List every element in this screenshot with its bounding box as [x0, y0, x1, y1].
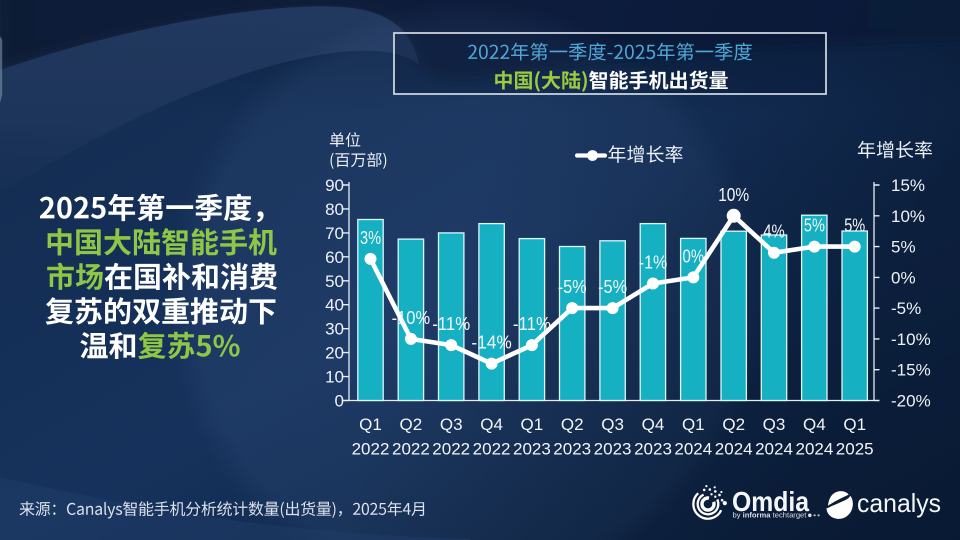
svg-text:70: 70: [325, 224, 344, 243]
svg-text:15%: 15%: [891, 176, 925, 195]
svg-text:2023: 2023: [594, 440, 632, 459]
svg-text:-5%: -5%: [558, 277, 587, 297]
svg-text:-11%: -11%: [432, 314, 470, 334]
svg-text:10%: 10%: [891, 207, 925, 226]
svg-text:Q1: Q1: [843, 415, 866, 434]
svg-text:5%: 5%: [891, 238, 916, 257]
svg-text:5%: 5%: [844, 216, 865, 236]
svg-text:30: 30: [325, 320, 344, 339]
svg-text:by informa techtarget: by informa techtarget: [733, 511, 808, 520]
svg-text:2024: 2024: [674, 440, 712, 459]
svg-text:Q2: Q2: [561, 415, 584, 434]
svg-text:Q2: Q2: [400, 415, 423, 434]
svg-text:-10%: -10%: [392, 308, 431, 328]
svg-text:-5%: -5%: [598, 277, 627, 297]
svg-text:-1%: -1%: [639, 253, 668, 273]
svg-text:-5%: -5%: [891, 299, 921, 318]
svg-text:Q1: Q1: [359, 415, 382, 434]
svg-text:Q4: Q4: [642, 415, 665, 434]
svg-text:2023: 2023: [634, 440, 672, 459]
svg-text:2024: 2024: [755, 440, 793, 459]
svg-text:Q2: Q2: [722, 415, 745, 434]
svg-text:-15%: -15%: [891, 361, 931, 380]
svg-text:60: 60: [325, 248, 344, 267]
svg-text:2022: 2022: [432, 440, 470, 459]
svg-text:-14%: -14%: [471, 333, 512, 353]
svg-text:10%: 10%: [718, 185, 749, 205]
svg-text:2022: 2022: [473, 440, 511, 459]
svg-text:Q4: Q4: [803, 415, 826, 434]
svg-text:-20%: -20%: [891, 392, 931, 411]
svg-text:20: 20: [325, 344, 344, 363]
svg-text:Q4: Q4: [480, 415, 503, 434]
svg-text:0: 0: [335, 392, 344, 411]
svg-text:0%: 0%: [683, 246, 705, 266]
svg-text:10: 10: [325, 368, 344, 387]
svg-text:2024: 2024: [715, 440, 753, 459]
svg-text:Q3: Q3: [440, 415, 463, 434]
svg-text:2023: 2023: [513, 440, 551, 459]
svg-text:2022: 2022: [352, 440, 390, 459]
svg-text:Q3: Q3: [763, 415, 786, 434]
svg-text:Q1: Q1: [521, 415, 544, 434]
svg-text:-10%: -10%: [891, 330, 931, 349]
svg-text:0%: 0%: [891, 268, 916, 287]
svg-text:2022: 2022: [392, 440, 430, 459]
svg-text:80: 80: [325, 200, 344, 219]
svg-text:Q3: Q3: [601, 415, 624, 434]
svg-text:Omdia: Omdia: [732, 486, 809, 517]
svg-text:-11%: -11%: [513, 314, 551, 334]
svg-text:4%: 4%: [763, 222, 785, 242]
svg-text:2025: 2025: [836, 440, 874, 459]
svg-text:2023: 2023: [553, 440, 591, 459]
svg-text:2024: 2024: [795, 440, 833, 459]
svg-text:3%: 3%: [360, 228, 381, 248]
svg-text:canalys: canalys: [857, 488, 941, 518]
svg-text:5%: 5%: [804, 216, 825, 236]
svg-text:90: 90: [325, 176, 344, 195]
svg-text:40: 40: [325, 296, 344, 315]
svg-text:50: 50: [325, 272, 344, 291]
svg-text:Q1: Q1: [682, 415, 705, 434]
